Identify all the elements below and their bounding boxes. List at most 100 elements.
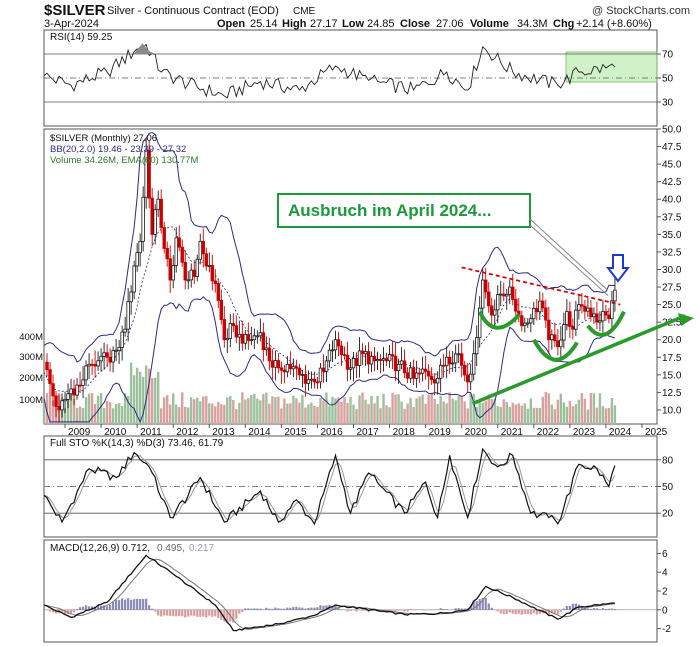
macd-histogram-bar	[595, 608, 599, 610]
volume-bar	[277, 396, 280, 424]
macd-histogram-bar	[178, 609, 181, 617]
macd-histogram-bar	[262, 609, 265, 610]
price-candle-body	[360, 350, 365, 355]
volume-bar	[511, 402, 514, 424]
price-candle-body	[481, 279, 485, 309]
volume-bar	[418, 396, 421, 424]
volume-bar	[364, 399, 367, 424]
price-candle-body	[520, 315, 524, 327]
volume-bar	[355, 408, 358, 424]
macd-histogram-bar	[223, 609, 226, 622]
price-tick-label: 25.0	[662, 300, 682, 311]
macd-histogram-bar	[544, 609, 547, 614]
macd-histogram-bar	[145, 598, 148, 610]
macd-histogram-bar	[202, 609, 205, 617]
price-candle-body	[174, 237, 178, 266]
volume-bar	[42, 399, 46, 424]
price-candle-body	[580, 304, 584, 307]
volume-bar	[211, 403, 214, 424]
chg-value: +2.14 (+8.60%)	[576, 18, 652, 30]
macd-histogram-bar	[550, 609, 553, 614]
macd-histogram-bar	[364, 609, 367, 611]
macd-histogram-bar	[331, 605, 334, 610]
price-candle-body	[505, 293, 509, 297]
volume-bar	[583, 398, 587, 424]
macd-histogram-bar	[313, 607, 316, 610]
price-candle-body	[592, 313, 596, 318]
macd-histogram-bar	[409, 609, 412, 610]
macd-histogram-bar	[415, 609, 418, 610]
volume-bar	[202, 396, 205, 424]
volume-bar	[529, 398, 532, 424]
volume-bar	[307, 404, 310, 424]
macd-histogram-bar	[112, 601, 115, 610]
macd-histogram-bar	[598, 609, 602, 610]
price-tick-label: 32.5	[662, 247, 682, 258]
volume-tick-label: 100M	[19, 395, 43, 406]
volume-bar	[370, 395, 373, 424]
volume-bar	[325, 392, 328, 424]
price-candle-body	[559, 339, 563, 348]
volume-bar	[571, 406, 575, 424]
macd-histogram-bar	[169, 609, 172, 617]
price-candle-body	[465, 374, 470, 383]
macd-histogram-bar	[502, 609, 505, 614]
volume-bar	[105, 400, 109, 424]
macd-histogram-bar	[271, 608, 274, 610]
price-candle-body	[468, 373, 473, 383]
price-candle-body	[147, 149, 151, 199]
macd-histogram-bar	[256, 608, 259, 610]
price-candle-body	[459, 353, 464, 366]
macd-histogram-bar	[355, 609, 358, 612]
macd-histogram-bar	[268, 608, 271, 610]
volume-bar	[292, 395, 295, 424]
macd-histogram-bar	[322, 605, 325, 610]
volume-bar	[442, 401, 445, 424]
price-tick-label: 27.5	[662, 283, 682, 294]
volume-bar	[153, 377, 157, 424]
macd-histogram-bar	[601, 608, 605, 610]
volume-bar	[499, 406, 502, 424]
price-candle-body	[237, 333, 242, 338]
volume-bar	[178, 407, 181, 424]
price-candle-body	[84, 365, 88, 381]
price-candle-body	[57, 406, 61, 411]
volume-bar	[352, 404, 355, 424]
x-axis-label: 2019	[429, 427, 452, 438]
volume-bar	[460, 396, 463, 424]
price-candle-body	[144, 149, 148, 198]
macd-histogram-bar	[451, 609, 454, 610]
macd-histogram-bar	[205, 609, 208, 618]
volume-bar	[412, 407, 415, 424]
macd-histogram-bar	[403, 609, 406, 612]
price-candle-body	[78, 384, 82, 387]
macd-histogram-bar	[391, 609, 394, 611]
price-candle-body	[547, 319, 551, 341]
macd-histogram-bar	[517, 609, 520, 614]
chart-date: 3-Apr-2024	[44, 18, 99, 30]
price-candle-body	[529, 318, 533, 324]
price-candle-body	[318, 367, 323, 383]
sto-tick-label: 20	[662, 509, 674, 520]
price-candle-body	[496, 294, 500, 311]
annotation-box	[277, 193, 531, 228]
macd-histogram-bar	[54, 609, 58, 614]
volume-bar	[349, 396, 352, 424]
price-candle-body	[96, 360, 100, 367]
price-candle-body	[396, 363, 401, 372]
macd-histogram-bar	[60, 609, 64, 614]
macd-histogram-bar	[484, 597, 487, 610]
macd-histogram-bar	[106, 606, 109, 610]
volume-bar	[487, 394, 490, 424]
macd-histogram-bar	[232, 609, 235, 623]
price-candle-body	[228, 323, 233, 339]
price-candle-body	[282, 369, 287, 373]
volume-bar	[517, 403, 520, 424]
macd-histogram-bar	[151, 608, 154, 610]
volume-bar	[166, 395, 169, 424]
price-candle-body	[180, 246, 184, 263]
price-candle-body	[69, 388, 73, 395]
macd-histogram-bar	[78, 607, 82, 610]
close-value: 27.06	[436, 18, 464, 30]
